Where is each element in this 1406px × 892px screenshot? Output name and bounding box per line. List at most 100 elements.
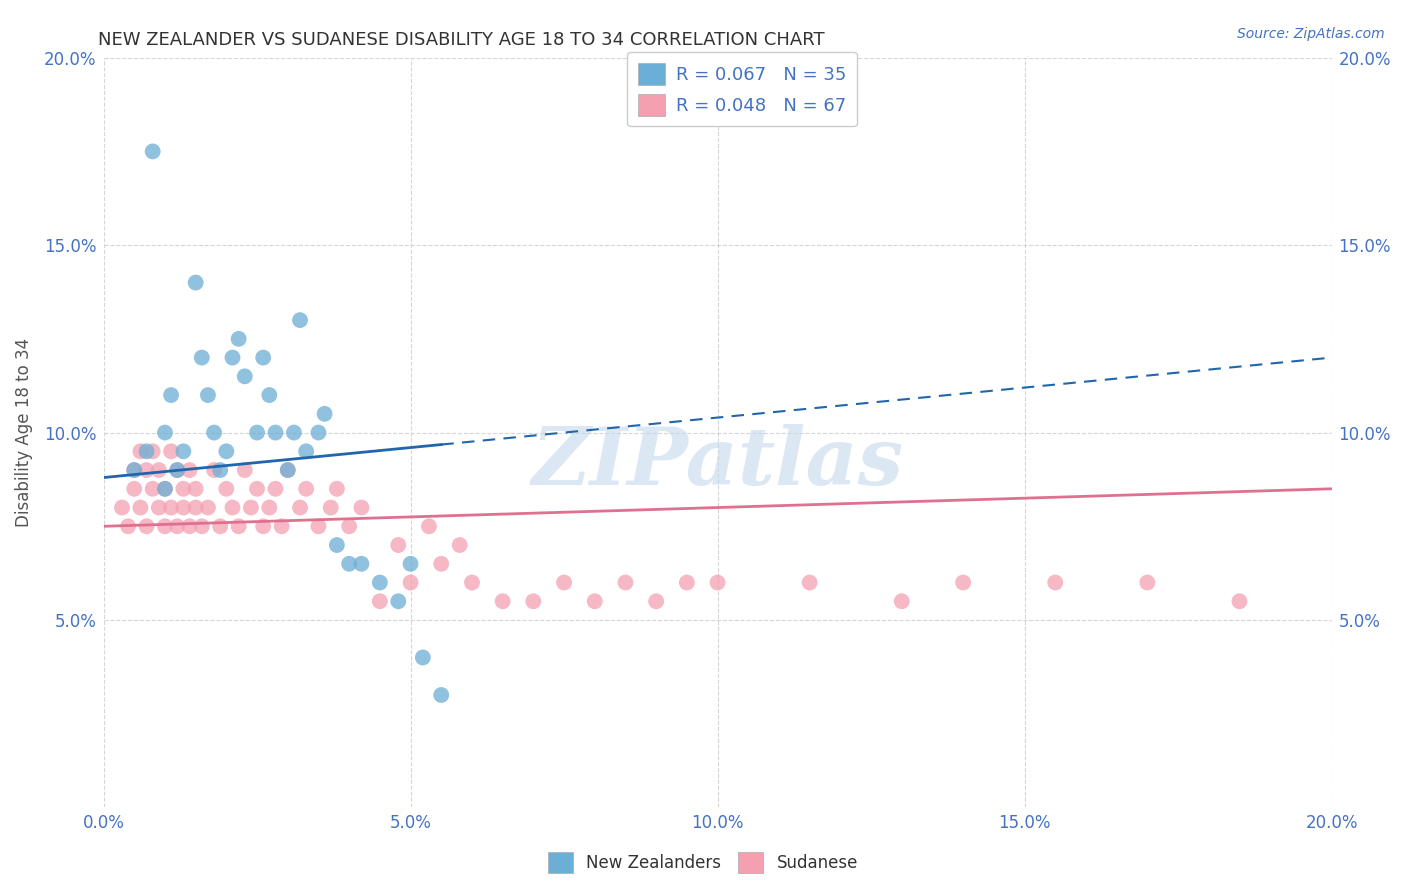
- Point: [246, 425, 269, 440]
- Point: [122, 463, 145, 477]
- Point: [368, 594, 391, 608]
- Text: ZIPatlas: ZIPatlas: [531, 424, 904, 501]
- Point: [184, 482, 207, 496]
- Point: [583, 594, 606, 608]
- Point: [277, 463, 299, 477]
- Point: [166, 463, 188, 477]
- Point: [166, 463, 188, 477]
- Point: [122, 463, 145, 477]
- Point: [326, 482, 349, 496]
- Point: [1229, 594, 1251, 608]
- Point: [221, 351, 243, 365]
- Point: [288, 313, 311, 327]
- Point: [399, 575, 422, 590]
- Point: [418, 519, 440, 533]
- Point: [259, 500, 281, 515]
- Point: [314, 407, 336, 421]
- Point: [233, 369, 256, 384]
- Point: [270, 519, 292, 533]
- Point: [172, 500, 194, 515]
- Legend: R = 0.067   N = 35, R = 0.048   N = 67: R = 0.067 N = 35, R = 0.048 N = 67: [627, 52, 858, 127]
- Point: [676, 575, 699, 590]
- Point: [179, 519, 201, 533]
- Point: [350, 500, 373, 515]
- Point: [522, 594, 544, 608]
- Point: [319, 500, 342, 515]
- Point: [148, 463, 170, 477]
- Point: [307, 519, 329, 533]
- Point: [191, 519, 214, 533]
- Point: [148, 500, 170, 515]
- Point: [153, 482, 176, 496]
- Point: [209, 519, 232, 533]
- Point: [295, 482, 318, 496]
- Point: [295, 444, 318, 458]
- Point: [553, 575, 575, 590]
- Point: [129, 500, 152, 515]
- Point: [142, 482, 165, 496]
- Point: [166, 519, 188, 533]
- Point: [153, 425, 176, 440]
- Point: [399, 557, 422, 571]
- Point: [706, 575, 728, 590]
- Point: [239, 500, 262, 515]
- Point: [135, 444, 157, 458]
- Point: [412, 650, 434, 665]
- Point: [337, 519, 360, 533]
- Point: [172, 444, 194, 458]
- Point: [221, 500, 243, 515]
- Point: [142, 444, 165, 458]
- Point: [197, 388, 219, 402]
- Point: [326, 538, 349, 552]
- Point: [246, 482, 269, 496]
- Text: Source: ZipAtlas.com: Source: ZipAtlas.com: [1237, 27, 1385, 41]
- Point: [202, 425, 225, 440]
- Point: [202, 463, 225, 477]
- Point: [492, 594, 515, 608]
- Point: [350, 557, 373, 571]
- Point: [197, 500, 219, 515]
- Point: [387, 594, 409, 608]
- Point: [252, 351, 274, 365]
- Point: [283, 425, 305, 440]
- Point: [259, 388, 281, 402]
- Point: [952, 575, 974, 590]
- Point: [1045, 575, 1067, 590]
- Point: [215, 444, 238, 458]
- Text: NEW ZEALANDER VS SUDANESE DISABILITY AGE 18 TO 34 CORRELATION CHART: NEW ZEALANDER VS SUDANESE DISABILITY AGE…: [98, 31, 825, 49]
- Point: [430, 557, 453, 571]
- Point: [645, 594, 668, 608]
- Point: [307, 425, 329, 440]
- Point: [160, 388, 183, 402]
- Point: [1136, 575, 1159, 590]
- Point: [135, 463, 157, 477]
- Point: [288, 500, 311, 515]
- Point: [209, 463, 232, 477]
- Point: [264, 482, 287, 496]
- Point: [153, 519, 176, 533]
- Point: [135, 519, 157, 533]
- Point: [430, 688, 453, 702]
- Point: [153, 482, 176, 496]
- Point: [368, 575, 391, 590]
- Point: [160, 500, 183, 515]
- Point: [233, 463, 256, 477]
- Point: [129, 444, 152, 458]
- Point: [117, 519, 139, 533]
- Point: [461, 575, 484, 590]
- Y-axis label: Disability Age 18 to 34: Disability Age 18 to 34: [15, 338, 32, 527]
- Point: [277, 463, 299, 477]
- Point: [215, 482, 238, 496]
- Point: [160, 444, 183, 458]
- Point: [252, 519, 274, 533]
- Point: [172, 482, 194, 496]
- Point: [890, 594, 912, 608]
- Point: [111, 500, 134, 515]
- Point: [449, 538, 471, 552]
- Point: [179, 463, 201, 477]
- Point: [228, 332, 250, 346]
- Point: [191, 351, 214, 365]
- Point: [184, 276, 207, 290]
- Point: [337, 557, 360, 571]
- Point: [228, 519, 250, 533]
